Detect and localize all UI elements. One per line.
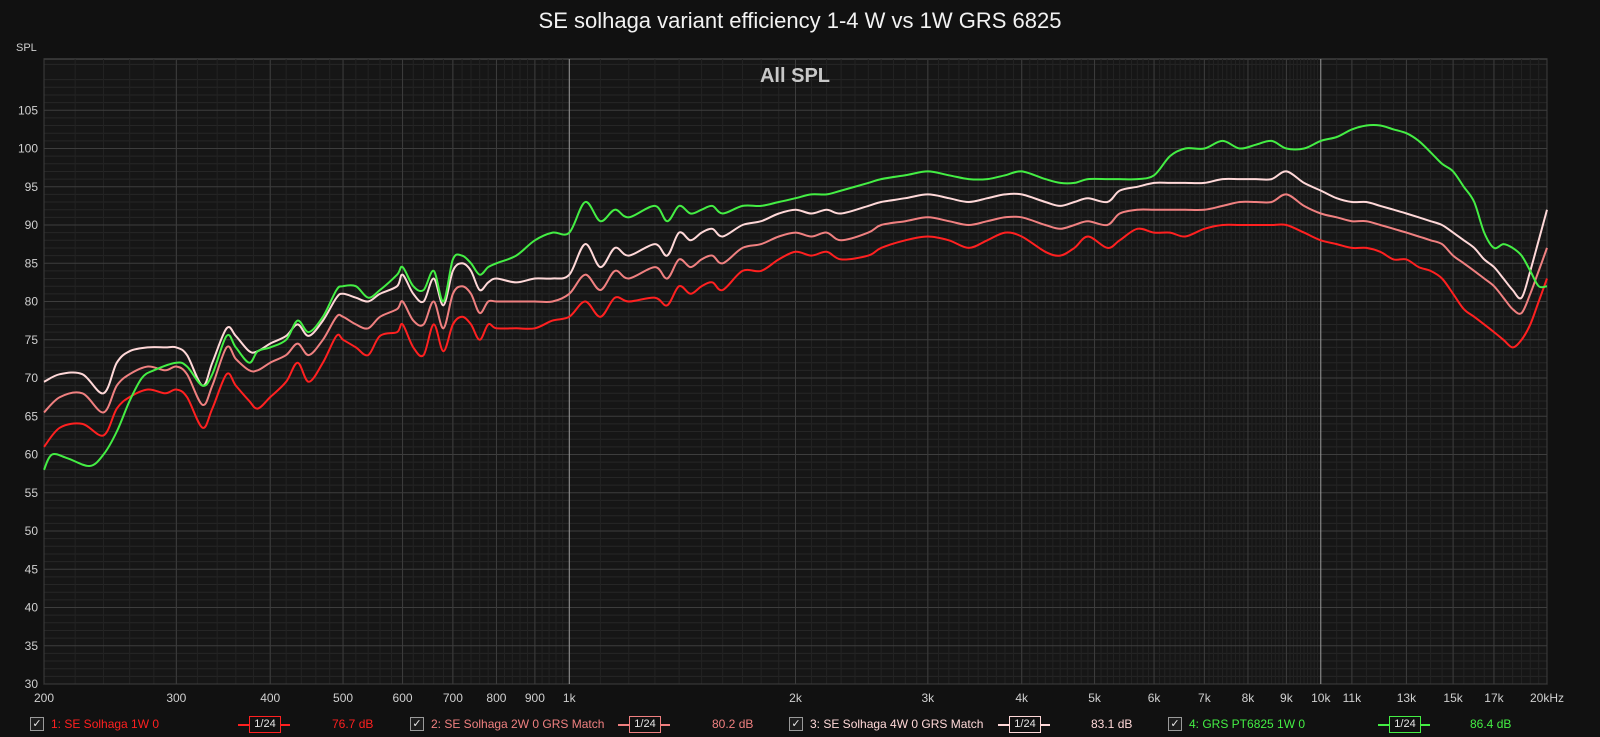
level-2: 80.2 dB <box>712 717 754 731</box>
plot-area: All SPL 30 35 40 45 50 55 60 65 70 75 80 85 90 95 100 1… <box>18 58 1564 705</box>
smoothing-label-1: 1/24 <box>249 716 281 733</box>
x-tick-label: 700 <box>443 691 463 705</box>
legend-label-2: 2: SE Solhaga 2W 0 GRS Match <box>431 717 605 731</box>
x-tick-labels: 200 300 400 500 600 700 800 900 1k 2k 3k 4k 5k 6k 7k 8k… <box>34 691 1564 705</box>
legend-checkbox-3[interactable]: ✓ <box>789 717 803 731</box>
y-tick-label: 35 <box>25 639 39 653</box>
series-line-1 <box>43 223 1548 448</box>
legend-item-2[interactable]: ✓ 2: SE Solhaga 2W 0 GRS Match <box>410 714 604 734</box>
y-tick-label: 30 <box>25 677 39 691</box>
y-tick-label: 40 <box>25 601 39 615</box>
y-tick-label: 80 <box>25 295 39 309</box>
x-tick-label: 400 <box>260 691 280 705</box>
smoothing-label-2: 1/24 <box>629 716 661 733</box>
smoothing-4[interactable]: 1/24 <box>1378 715 1430 733</box>
series-lines <box>43 124 1548 471</box>
level-1: 76.7 dB <box>332 717 374 731</box>
y-tick-label: 45 <box>25 562 39 576</box>
y-tick-labels: 30 35 40 45 50 55 60 65 70 75 80 85 90 95 100 105 <box>18 103 38 691</box>
y-axis-label: SPL <box>16 42 37 54</box>
chart-subtitle: All SPL <box>760 65 830 87</box>
x-tick-label: 15k <box>1443 691 1463 705</box>
legend-item-1[interactable]: ✓ 1: SE Solhaga 1W 0 <box>30 714 159 734</box>
x-tick-label: 6k <box>1148 691 1162 705</box>
y-tick-label: 55 <box>25 486 39 500</box>
legend-checkbox-2[interactable]: ✓ <box>410 717 424 731</box>
legend-checkbox-4[interactable]: ✓ <box>1168 717 1182 731</box>
x-tick-label: 900 <box>525 691 545 705</box>
x-tick-label: 2k <box>789 691 803 705</box>
y-tick-label: 70 <box>25 371 39 385</box>
smoothing-label-4: 1/24 <box>1389 716 1421 733</box>
x-tick-label: 20kHz <box>1530 691 1564 705</box>
x-tick-label: 500 <box>333 691 353 705</box>
smoothing-1[interactable]: 1/24 <box>238 715 290 733</box>
y-tick-label: 90 <box>25 218 39 232</box>
chart-title: SE solhaga variant efficiency 1-4 W vs 1… <box>538 8 1062 33</box>
x-tick-label: 8k <box>1242 691 1256 705</box>
major-grid <box>43 59 1548 685</box>
x-tick-label: 4k <box>1015 691 1029 705</box>
x-tick-label: 5k <box>1088 691 1102 705</box>
level-3: 83.1 dB <box>1091 717 1133 731</box>
y-tick-label: 105 <box>18 103 38 117</box>
y-tick-label: 60 <box>25 448 39 462</box>
legend-label-3: 3: SE Solhaga 4W 0 GRS Match <box>810 717 984 731</box>
smoothing-label-3: 1/24 <box>1009 716 1041 733</box>
y-tick-label: 95 <box>25 180 39 194</box>
smoothing-3[interactable]: 1/24 <box>998 715 1050 733</box>
x-tick-label: 7k <box>1198 691 1212 705</box>
series-line-2 <box>43 193 1548 414</box>
x-tick-label: 11k <box>1343 691 1362 705</box>
legend-item-4[interactable]: ✓ 4: GRS PT6825 1W 0 <box>1168 714 1305 734</box>
x-tick-label: 600 <box>393 691 413 705</box>
y-tick-label: 75 <box>25 333 39 347</box>
series-line-4 <box>43 124 1548 471</box>
x-tick-label: 17k <box>1484 691 1504 705</box>
legend-item-3[interactable]: ✓ 3: SE Solhaga 4W 0 GRS Match <box>789 714 983 734</box>
x-tick-label: 300 <box>166 691 186 705</box>
x-tick-label: 1k <box>563 691 577 705</box>
x-tick-label: 13k <box>1397 691 1417 705</box>
legend: ✓ 1: SE Solhaga 1W 0 1/24 76.7 dB ✓ 2: S… <box>0 712 1600 737</box>
x-tick-label: 10k <box>1311 691 1331 705</box>
legend-checkbox-1[interactable]: ✓ <box>30 717 44 731</box>
level-4: 86.4 dB <box>1470 717 1512 731</box>
x-tick-label: 3k <box>921 691 935 705</box>
y-tick-label: 85 <box>25 256 39 270</box>
x-tick-label: 9k <box>1280 691 1294 705</box>
y-tick-label: 50 <box>25 524 39 538</box>
smoothing-2[interactable]: 1/24 <box>618 715 670 733</box>
y-tick-label: 100 <box>18 142 38 156</box>
legend-label-4: 4: GRS PT6825 1W 0 <box>1189 717 1306 731</box>
x-tick-label: 200 <box>34 691 54 705</box>
legend-label-1: 1: SE Solhaga 1W 0 <box>51 717 160 731</box>
x-tick-label: 800 <box>486 691 506 705</box>
y-tick-label: 65 <box>25 409 39 423</box>
